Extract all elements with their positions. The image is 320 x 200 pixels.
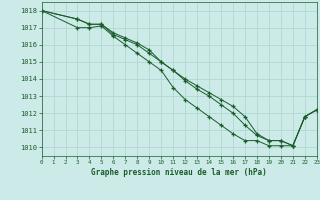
X-axis label: Graphe pression niveau de la mer (hPa): Graphe pression niveau de la mer (hPa) — [91, 168, 267, 177]
